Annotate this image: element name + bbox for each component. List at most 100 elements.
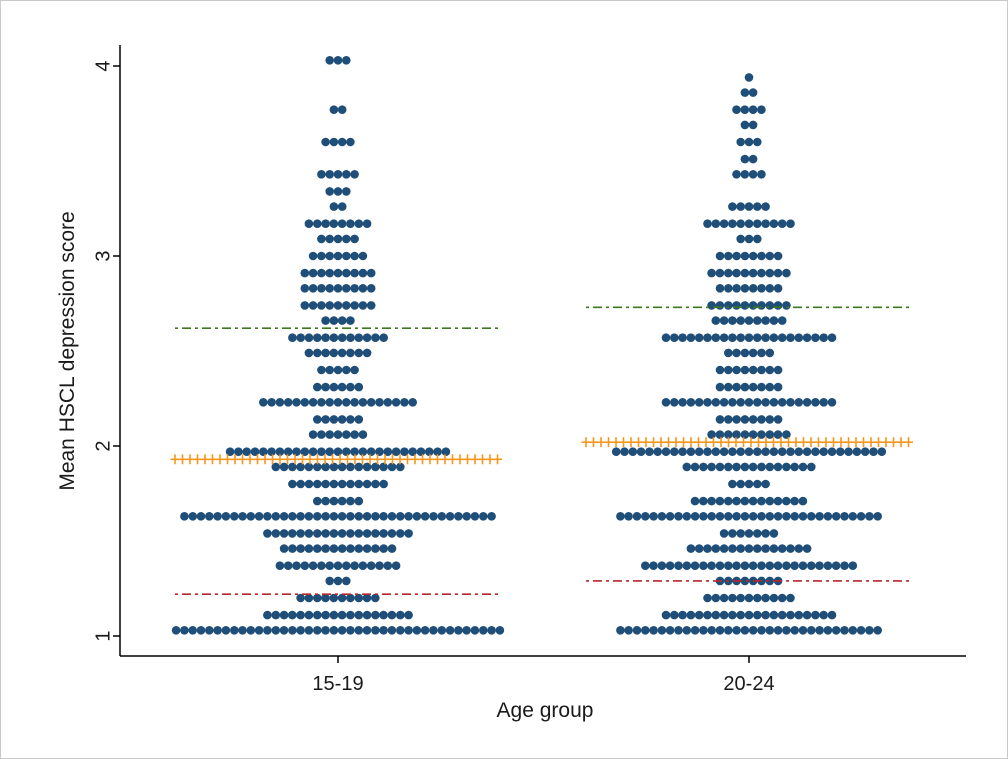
- data-point: [429, 626, 438, 635]
- data-point: [283, 447, 293, 457]
- data-point: [288, 626, 297, 635]
- data-point: [329, 348, 339, 358]
- data-point: [678, 333, 687, 343]
- data-point: [350, 234, 359, 244]
- data-point: [694, 398, 704, 407]
- data-point: [342, 365, 351, 375]
- data-point: [317, 268, 326, 278]
- data-point: [296, 479, 306, 489]
- data-point: [757, 365, 766, 375]
- data-point: [765, 268, 775, 278]
- data-point: [757, 496, 766, 506]
- group-15-19: [170, 56, 505, 635]
- data-point: [740, 105, 750, 114]
- data-point: [757, 561, 766, 570]
- data-point: [682, 626, 692, 635]
- data-point: [823, 561, 833, 570]
- data-point: [765, 430, 775, 439]
- data-point: [350, 301, 359, 310]
- data-point: [366, 268, 376, 278]
- y-tick-label: 4: [92, 60, 114, 71]
- data-point: [711, 544, 721, 553]
- data-point: [736, 137, 745, 147]
- data-point: [296, 610, 305, 620]
- data-point: [719, 316, 729, 325]
- data-point: [271, 529, 281, 538]
- data-point: [856, 626, 866, 635]
- data-point: [703, 333, 712, 343]
- data-point: [632, 626, 642, 635]
- data-point: [254, 512, 264, 521]
- data-point: [865, 626, 874, 635]
- data-point: [196, 512, 206, 521]
- data-point: [267, 447, 276, 457]
- data-point: [782, 512, 791, 521]
- data-point: [354, 462, 364, 472]
- data-point: [661, 333, 671, 343]
- data-point: [337, 544, 347, 553]
- data-point: [350, 398, 359, 407]
- data-point: [736, 234, 745, 244]
- data-point: [313, 512, 322, 521]
- data-point: [790, 462, 799, 472]
- data-point: [371, 462, 380, 472]
- data-point: [350, 430, 359, 439]
- data-point: [371, 610, 380, 620]
- data-point: [740, 301, 750, 310]
- data-point: [699, 626, 708, 635]
- data-point: [661, 447, 671, 457]
- data-point: [757, 105, 766, 114]
- data-point: [254, 626, 264, 635]
- data-point: [744, 593, 754, 603]
- data-point: [724, 462, 733, 472]
- data-point: [304, 529, 314, 538]
- data-point: [748, 382, 758, 392]
- data-point: [777, 316, 787, 325]
- data-point: [773, 462, 783, 472]
- data-point: [740, 462, 750, 472]
- data-point: [325, 561, 335, 570]
- data-point: [230, 512, 239, 521]
- data-point: [362, 529, 372, 538]
- data-point: [732, 268, 741, 278]
- data-point: [744, 234, 754, 244]
- data-point: [317, 430, 326, 439]
- data-point: [346, 512, 355, 521]
- data-point: [337, 529, 347, 538]
- data-point: [263, 512, 272, 521]
- data-point: [836, 447, 845, 457]
- data-point: [690, 626, 700, 635]
- data-point: [757, 348, 766, 358]
- data-point: [611, 447, 621, 457]
- data-point: [765, 382, 775, 392]
- data-point: [317, 398, 326, 407]
- data-point: [724, 284, 733, 293]
- data-point: [366, 301, 376, 310]
- data-point: [748, 251, 758, 261]
- data-point: [736, 593, 745, 603]
- data-point: [362, 333, 372, 343]
- data-point: [362, 479, 372, 489]
- data-point: [346, 593, 355, 603]
- data-point: [296, 544, 306, 553]
- data-point: [686, 398, 696, 407]
- data-point: [342, 301, 351, 310]
- data-point: [794, 333, 804, 343]
- data-point: [283, 398, 293, 407]
- data-point: [325, 170, 335, 179]
- data-point: [823, 512, 833, 521]
- data-point: [807, 462, 816, 472]
- data-point: [699, 512, 708, 521]
- data-point: [354, 544, 364, 553]
- data-point: [313, 333, 322, 343]
- data-point: [242, 447, 251, 457]
- data-point: [686, 447, 696, 457]
- data-point: [329, 593, 339, 603]
- data-point: [329, 137, 339, 147]
- data-point: [831, 561, 841, 570]
- data-point: [757, 268, 766, 278]
- data-point: [624, 512, 633, 521]
- data-point: [670, 333, 679, 343]
- data-point: [769, 610, 779, 620]
- data-point: [782, 561, 791, 570]
